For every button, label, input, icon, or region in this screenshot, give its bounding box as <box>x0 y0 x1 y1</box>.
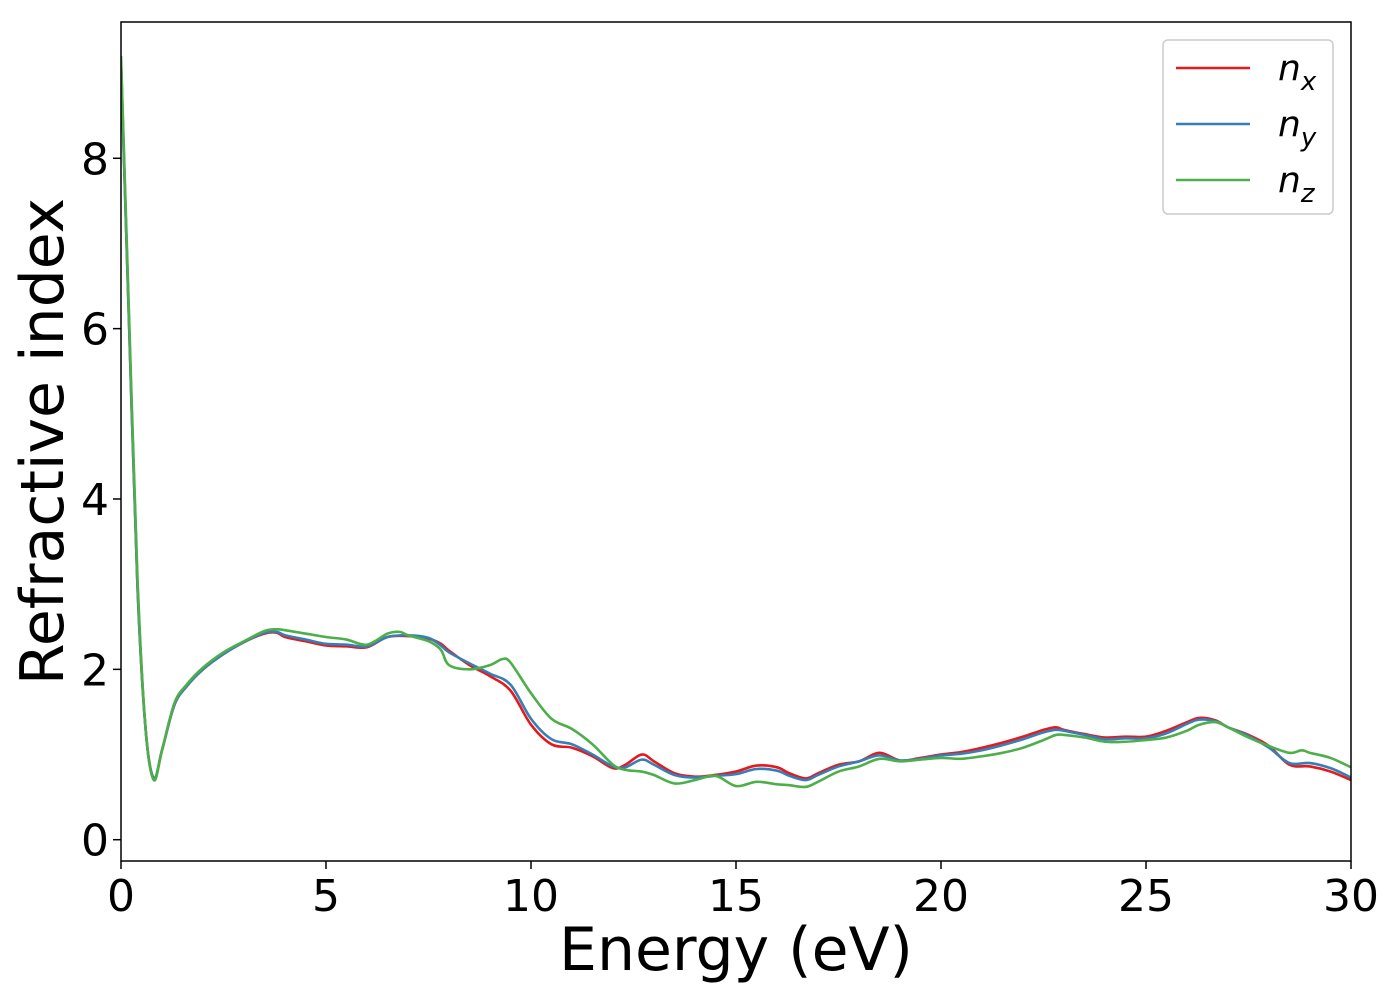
y-tick-label: 2 <box>81 645 109 696</box>
y-tick-label: 0 <box>81 816 109 867</box>
x-tick-label: 0 <box>107 871 135 922</box>
legend: nx ny nz <box>1162 39 1334 215</box>
x-axis-ticks: 0 5 10 15 20 25 30 <box>107 861 1379 922</box>
x-axis-label: Energy (eV) <box>559 915 913 985</box>
y-tick-label: 4 <box>81 475 109 526</box>
x-tick-label: 25 <box>1118 871 1174 922</box>
legend-label-y: ny <box>1278 104 1317 153</box>
x-tick-label: 10 <box>503 871 559 922</box>
y-axis-label: Refractive index <box>8 198 78 685</box>
y-tick-label: 6 <box>81 305 109 356</box>
legend-box <box>1162 39 1334 215</box>
plot-lines <box>121 56 1351 789</box>
x-tick-label: 15 <box>708 871 764 922</box>
series-line-z <box>121 56 1351 789</box>
x-tick-label: 20 <box>913 871 969 922</box>
legend-label-x: nx <box>1278 48 1317 97</box>
y-tick-label: 8 <box>81 134 109 185</box>
y-axis-ticks: 0 2 4 6 8 <box>81 134 121 867</box>
x-tick-label: 5 <box>312 871 340 922</box>
x-tick-label: 30 <box>1323 871 1379 922</box>
legend-label-z: nz <box>1278 160 1316 209</box>
